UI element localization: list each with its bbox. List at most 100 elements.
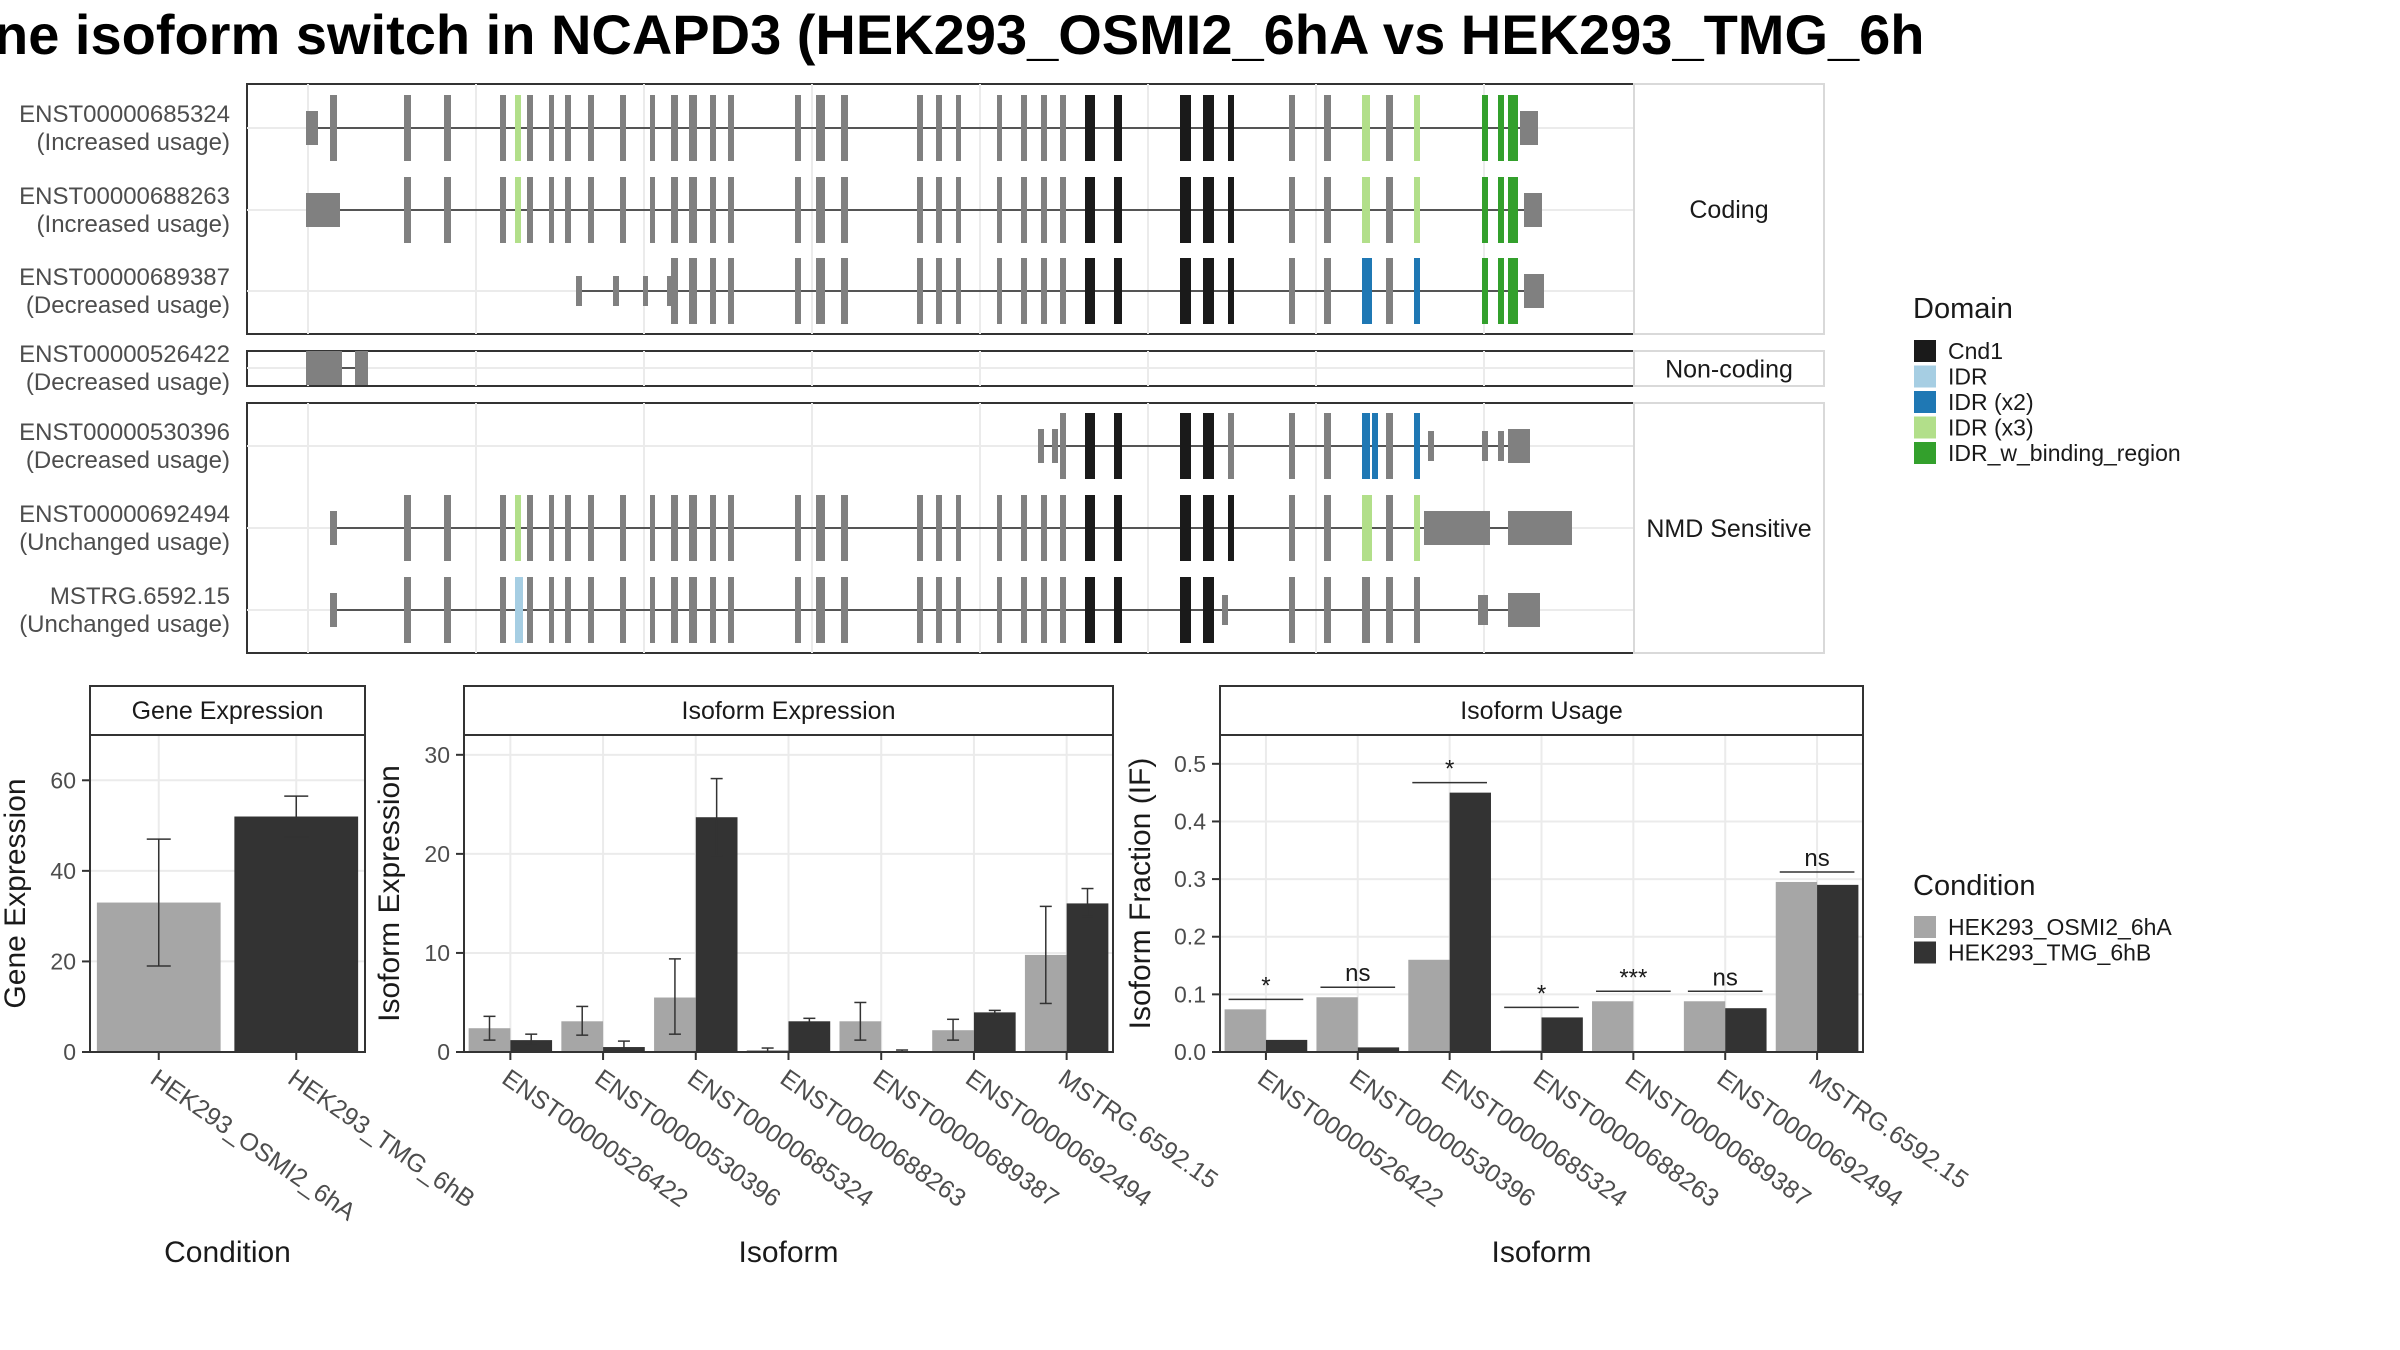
bar [234,816,359,1052]
exon-block [667,276,672,306]
domain-block [1498,258,1504,324]
exon-block [643,276,648,306]
exon-block [1038,429,1044,463]
domain-block [515,95,521,161]
condition-legend-title: Condition [1913,870,2036,902]
exon-block [1508,429,1530,463]
exon-block [1060,177,1066,243]
exon-block [917,577,923,643]
exon-block [728,258,734,324]
legend-key [1914,916,1936,938]
exon-block [565,495,571,561]
y-tick-label: 0.1 [1174,981,1206,1007]
exon-block [1060,495,1066,561]
exon-block [444,577,451,643]
exon-block [956,577,961,643]
domain-legend-title: Domain [1913,293,2013,325]
exon-block [795,95,801,161]
exon-block [1021,577,1027,643]
exon-block [404,577,411,643]
y-tick-label: 40 [50,858,76,884]
y-tick-label: 0.5 [1174,751,1206,777]
domain-block [1414,95,1420,161]
transcript-id-label: ENST00000688263 [19,183,230,210]
bar [1408,959,1450,1052]
exon-block [689,577,697,643]
legend-key [1914,340,1936,362]
exon-block [841,177,848,243]
exon-block [936,95,942,161]
exon-block [671,577,678,643]
domain-block [1180,577,1191,643]
domain-block [1114,413,1122,479]
facet-strip [1633,83,1825,335]
domain-block [1508,95,1518,161]
domain-block [1180,495,1191,561]
exon-block [689,177,697,243]
exon-block [1041,258,1047,324]
exon-block [728,495,734,561]
panel-title: Isoform Usage [1460,697,1623,725]
significance-label: * [1445,756,1454,783]
bar [1066,903,1109,1052]
domain-block [1414,177,1420,243]
exon-block [549,177,554,243]
domain-block [1114,258,1122,324]
domain-block [1085,413,1095,479]
x-axis-title: Condition [164,1236,291,1269]
exon-block [795,495,801,561]
domain-block [1482,95,1488,161]
domain-block [1498,95,1504,161]
domain-block [1366,495,1372,561]
bar [1775,881,1818,1052]
exon-block [1289,413,1295,479]
exon-block [527,177,533,243]
exon-block [1324,177,1331,243]
exon-block [1021,177,1027,243]
transcript-id-label: MSTRG.6592.15 [50,583,230,610]
domain-block [1114,177,1122,243]
x-axis-title: Isoform [1491,1236,1591,1269]
exon-block [917,95,923,161]
exon-block [795,577,801,643]
exon-block [671,495,678,561]
domain-block [515,177,521,243]
y-tick-label: 0.0 [1174,1039,1206,1065]
domain-legend-label: Cnd1 [1948,338,2003,364]
domain-block [1085,177,1095,243]
facet-label: Non-coding [1665,356,1793,384]
exon-block [1021,495,1027,561]
domain-block [1180,258,1191,324]
exon-block [997,495,1002,561]
bar [1224,1009,1266,1052]
exon-block [1041,495,1047,561]
domain-block [1114,495,1122,561]
condition-legend-label: HEK293_TMG_6hB [1948,940,2151,966]
exon-block [588,95,594,161]
exon-block [404,495,411,561]
exon-block [588,177,594,243]
y-tick-label: 10 [424,940,450,966]
significance-label: ns [1804,845,1829,872]
exon-block [1386,95,1393,161]
domain-block [1203,413,1214,479]
domain-block [1114,577,1122,643]
exon-block [710,577,716,643]
transcript-usage-label: (Decreased usage) [26,369,230,396]
exon-block [1060,95,1066,161]
exon-block [1222,595,1228,625]
exon-block [404,95,411,161]
exon-block [710,177,716,243]
legend-key [1914,391,1936,413]
exon-block [1482,431,1488,461]
exon-block [997,258,1002,324]
transcript-usage-label: (Decreased usage) [26,447,230,474]
exon-block [816,495,825,561]
domain-block [1114,95,1122,161]
exon-block [1021,258,1027,324]
legend-key [1914,365,1936,388]
exon-block [997,177,1002,243]
y-tick-label: 0.4 [1174,808,1206,834]
domain-block [1228,177,1234,243]
domain-block [1203,577,1214,643]
